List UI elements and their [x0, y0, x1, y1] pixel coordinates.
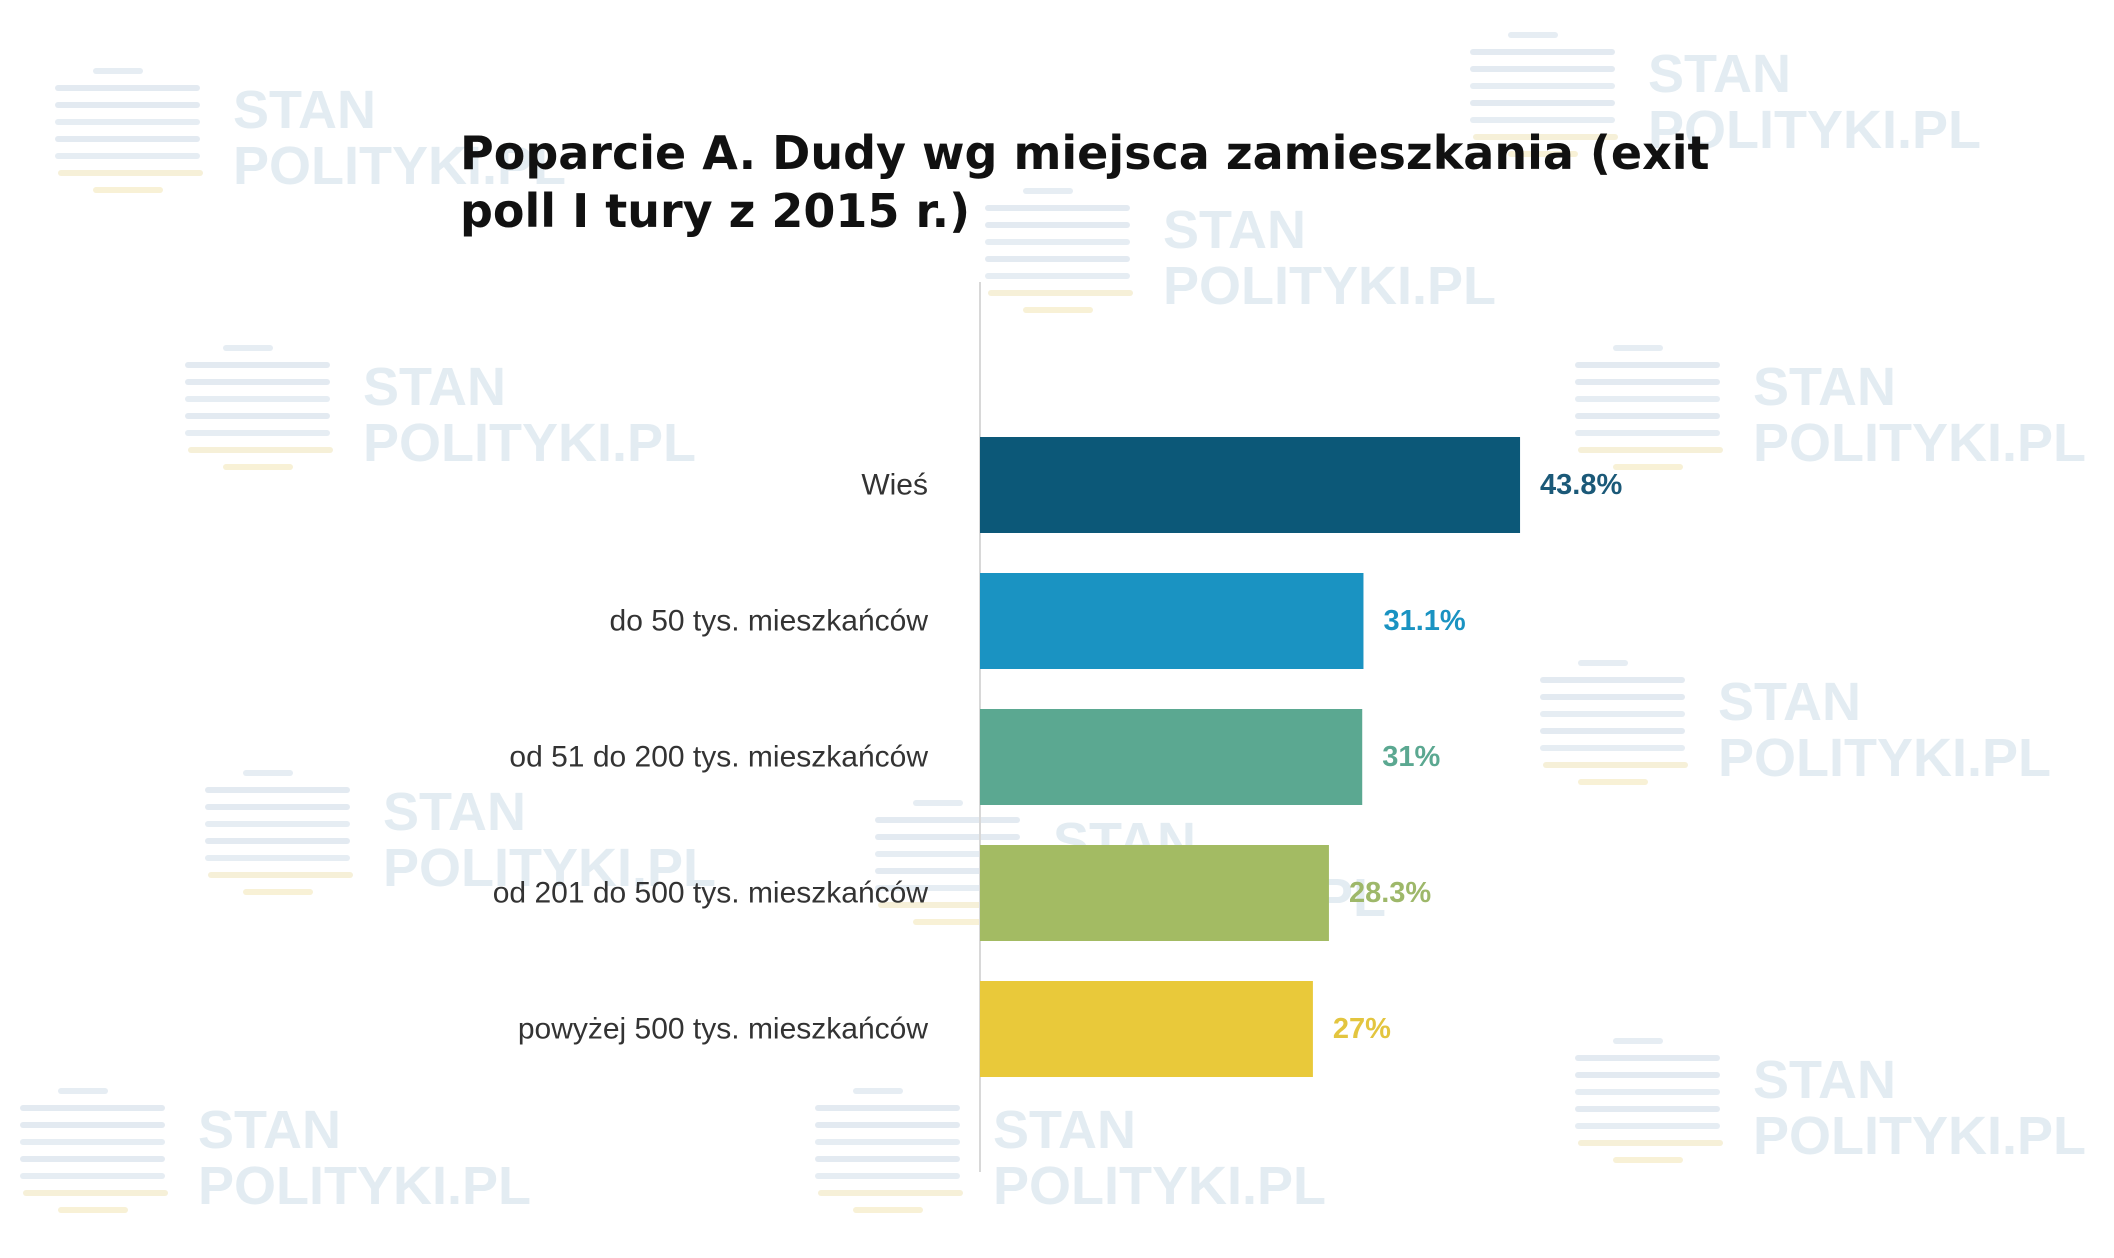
category-label: od 51 do 200 tys. mieszkańców	[509, 741, 928, 774]
value-label: 27%	[1333, 1013, 1391, 1045]
value-label: 43.8%	[1540, 469, 1622, 501]
chart-title: Poparcie A. Dudy wg miejsca zamieszkania…	[460, 126, 1710, 238]
value-label: 31%	[1382, 741, 1440, 773]
value-label: 31.1%	[1383, 605, 1465, 637]
category-label: do 50 tys. mieszkańców	[610, 605, 929, 638]
category-label: od 201 do 500 tys. mieszkańców	[493, 877, 929, 910]
category-label: Wieś	[861, 469, 928, 502]
bar	[980, 709, 1363, 805]
bars-group: Wieś 43.8% do 50 tys. mieszkańców 31.1% od 5…	[493, 437, 1622, 1077]
bar	[980, 845, 1329, 941]
bar	[980, 573, 1364, 669]
value-label: 28.3%	[1349, 877, 1431, 909]
bar	[980, 437, 1521, 533]
bar	[980, 981, 1313, 1077]
category-label: powyżej 500 tys. mieszkańców	[518, 1013, 929, 1046]
